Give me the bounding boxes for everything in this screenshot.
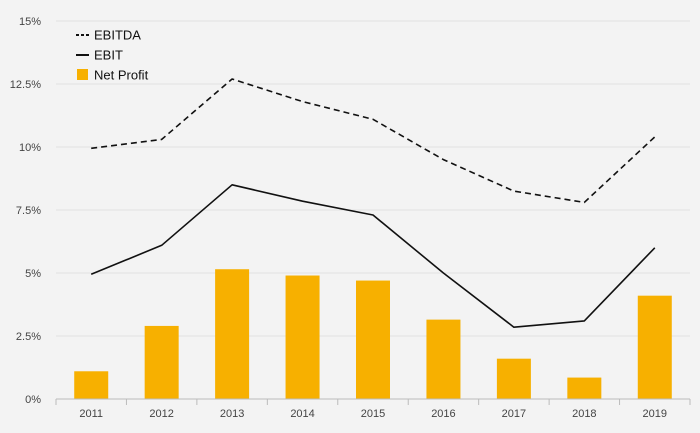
y-tick-label: 7.5% bbox=[16, 205, 41, 217]
gridlines bbox=[56, 20, 690, 337]
bar bbox=[285, 275, 320, 399]
bar bbox=[74, 371, 109, 399]
bar-series bbox=[74, 269, 672, 399]
series-line-ebit bbox=[90, 184, 656, 329]
x-tick-label: 2015 bbox=[361, 408, 385, 420]
x-tick-label: 2018 bbox=[572, 408, 596, 420]
x-tick-label: 2017 bbox=[502, 408, 526, 420]
x-tick-label: 2016 bbox=[431, 408, 455, 420]
bar bbox=[637, 295, 672, 399]
bar bbox=[426, 319, 461, 399]
x-tick-label: 2012 bbox=[149, 408, 173, 420]
y-tick-label: 15% bbox=[19, 16, 41, 28]
legend-label: Net Profit bbox=[94, 68, 149, 83]
x-tick-label: 2013 bbox=[220, 408, 244, 420]
x-axis-tick-labels: 2011 2012 2013 2014 2015 2016 2017 2018 2019 bbox=[79, 408, 667, 420]
legend: EBITDA EBIT Net Profit bbox=[76, 28, 149, 83]
x-tick-label: 2011 bbox=[79, 408, 103, 420]
legend-swatch bbox=[77, 69, 88, 80]
y-tick-label: 12.5% bbox=[10, 79, 41, 91]
bar bbox=[144, 325, 179, 399]
y-tick-label: 5% bbox=[25, 268, 41, 280]
x-tick-label: 2014 bbox=[290, 408, 314, 420]
y-tick-label: 2.5% bbox=[16, 331, 41, 343]
legend-label: EBIT bbox=[94, 48, 123, 63]
bar bbox=[496, 358, 531, 399]
y-axis-tick-labels: 0% 2.5% 5% 7.5% 10% 12.5% 15% bbox=[10, 16, 41, 406]
line-series bbox=[90, 78, 656, 329]
bar bbox=[567, 377, 602, 399]
y-tick-label: 0% bbox=[25, 394, 41, 406]
x-tick-label: 2019 bbox=[643, 408, 667, 420]
x-axis bbox=[55, 398, 691, 405]
bar bbox=[215, 269, 250, 399]
bar bbox=[356, 280, 390, 399]
series-line-ebitda bbox=[91, 78, 656, 204]
legend-label: EBITDA bbox=[94, 28, 141, 43]
y-tick-label: 10% bbox=[19, 142, 41, 154]
